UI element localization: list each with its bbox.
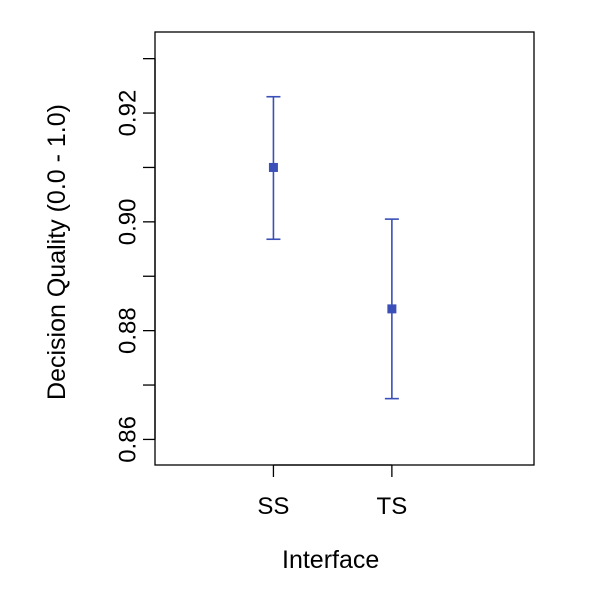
x-axis-ticks: SS TS (257, 465, 407, 520)
x-axis-title: Interface (282, 546, 379, 574)
data-marks (266, 97, 398, 399)
y-tick-label: 0.90 (115, 198, 142, 245)
data-point-ts (387, 304, 396, 313)
y-axis-ticks: 0.86 0.88 0.90 0.92 (115, 59, 156, 463)
plot-area-border (155, 32, 534, 465)
x-tick-label-ss: SS (257, 493, 289, 520)
data-point-ss (269, 163, 278, 172)
x-tick-label-ts: TS (377, 493, 408, 520)
y-tick-label: 0.86 (115, 416, 142, 463)
y-axis-title: Decision Quality (0.0 - 1.0) (43, 104, 71, 400)
y-tick-label: 0.88 (115, 307, 142, 354)
y-tick-label: 0.92 (115, 90, 142, 137)
